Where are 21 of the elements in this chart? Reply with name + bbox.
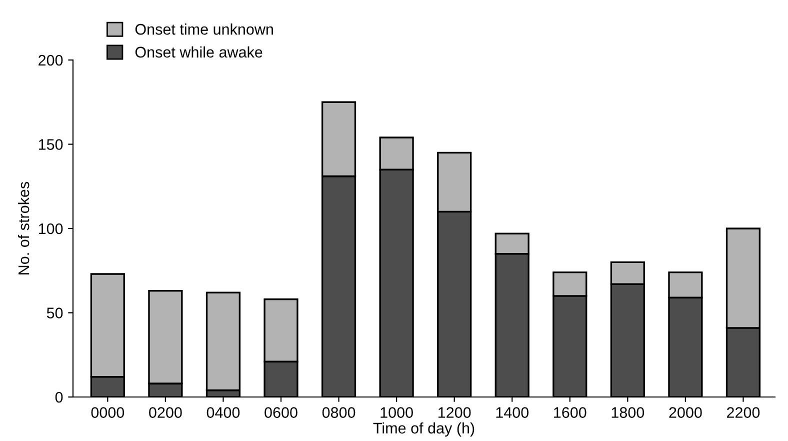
y-axis-title: No. of strokes: [18, 182, 30, 274]
y-tick-label: 0: [55, 392, 63, 403]
x-tick-label: 1000: [380, 407, 413, 418]
x-tick-label: 1400: [496, 407, 529, 418]
x-tick-label: 1600: [554, 407, 586, 418]
x-tick-label: 1200: [438, 407, 471, 418]
y-tick-label: 100: [38, 223, 63, 234]
y-tick-label: 150: [38, 139, 63, 150]
x-tick-label: 0400: [206, 407, 240, 418]
x-tick-label: 0200: [149, 407, 182, 418]
legend-label: Onset time unknown: [135, 24, 273, 35]
y-tick-label: 50: [46, 308, 63, 318]
x-axis-title: Time of day (h): [373, 422, 474, 437]
x-tick-label: 0000: [91, 407, 124, 418]
x-tick-label: 1800: [612, 407, 644, 418]
legend-label: Onset while awake: [135, 46, 262, 58]
x-tick-label: 2000: [669, 407, 702, 418]
x-tick-label: 2200: [727, 407, 760, 418]
x-tick-label: 0600: [264, 407, 298, 418]
y-tick-label: 200: [38, 54, 63, 66]
x-tick-label: 0800: [322, 407, 356, 418]
